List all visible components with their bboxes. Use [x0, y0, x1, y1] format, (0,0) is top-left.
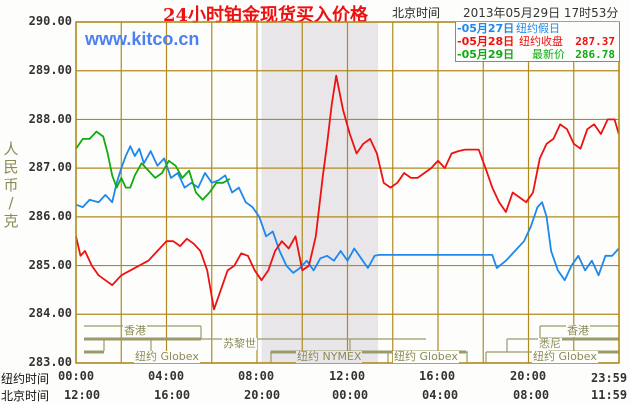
plot-frame [75, 21, 620, 364]
x-tick-ny: 00:00 [58, 369, 95, 383]
legend-date: -05月28日 [457, 35, 515, 48]
y-title-char: / [8, 194, 14, 212]
y-title-char: 币 [3, 176, 19, 194]
y-tick: 283.00 [28, 355, 72, 369]
x-tick-ny: 04:00 [148, 369, 185, 383]
session-label-ny-nymex: 纽约 NYMEX [296, 350, 363, 363]
legend-desc: 纽约假日 [516, 22, 560, 35]
beijing-time-label: 北京时间 [392, 6, 441, 20]
series-line-2 [75, 130, 231, 201]
gridlines [75, 21, 620, 364]
x-row-label-bj: 北京时间 [1, 389, 50, 403]
timestamp: 2013年05月29日 17时53分 [463, 6, 619, 20]
y-tick: 289.00 [28, 63, 72, 77]
x-tick-bj: 08:00 [513, 388, 550, 402]
session-label-hongkong: 香港 [566, 324, 590, 337]
legend-item-may27: -05月27日 纽约假日 [456, 22, 619, 35]
legend-desc: 纽约收盘 [519, 35, 563, 48]
session-label-ny-globex: 纽约 Globex [134, 350, 200, 363]
x-tick-ny: 20:00 [510, 369, 547, 383]
y-tick: 285.00 [28, 258, 72, 272]
series-line-1 [75, 74, 620, 311]
legend-value: 287.37 [575, 35, 615, 48]
chart-title: 24小时铂金现货买入价格 [163, 5, 369, 26]
x-tick-bj: 16:00 [154, 388, 191, 402]
legend-desc: 最新价 [532, 48, 565, 61]
x-tick-ny: 16:00 [419, 369, 456, 383]
y-tick: 284.00 [28, 306, 72, 320]
legend-value: 286.78 [575, 48, 615, 61]
x-tick-bj: 20:00 [244, 388, 281, 402]
legend-item-may28: -05月28日 纽约收盘 287.37 [456, 35, 619, 48]
x-tick-bj: 11:59 [591, 388, 628, 402]
session-label-hongkong: 香港 [123, 324, 147, 337]
y-tick: 288.00 [28, 112, 72, 126]
kitco-watermark[interactable]: www.kitco.cn [85, 29, 200, 49]
x-tick-bj: 12:00 [64, 388, 101, 402]
y-axis-title: 人 民 币 / 克 [3, 140, 19, 230]
legend-item-may29: -05月29日 最新价 286.78 [456, 48, 619, 61]
session-label-ny-globex: 纽约 Globex [393, 350, 459, 363]
y-title-char: 人 [3, 140, 19, 158]
legend-date: -05月27日 [457, 22, 515, 35]
x-tick-ny: 23:59 [591, 371, 628, 385]
x-tick-ny: 08:00 [238, 369, 275, 383]
y-tick: 290.00 [28, 14, 72, 28]
y-title-char: 克 [3, 212, 19, 230]
x-row-label-ny: 纽约时间 [1, 372, 50, 386]
y-title-char: 民 [3, 158, 19, 176]
x-tick-ny: 12:00 [329, 369, 366, 383]
x-tick-bj: 04:00 [422, 388, 459, 402]
x-tick-bj: 00:00 [332, 388, 369, 402]
series-line-0 [75, 145, 620, 282]
y-tick: 286.00 [28, 209, 72, 223]
shaded-session-region [261, 22, 379, 363]
session-label-sydney: 悉尼 [538, 337, 562, 350]
session-label-zurich: 苏黎世 [222, 337, 257, 350]
y-tick: 287.00 [28, 160, 72, 174]
price-lines [75, 74, 620, 311]
legend: -05月27日 纽约假日 -05月28日 纽约收盘 287.37 -05月29日… [455, 22, 620, 62]
session-label-ny-globex: 纽约 Globex [532, 350, 598, 363]
legend-date: -05月29日 [457, 48, 515, 61]
